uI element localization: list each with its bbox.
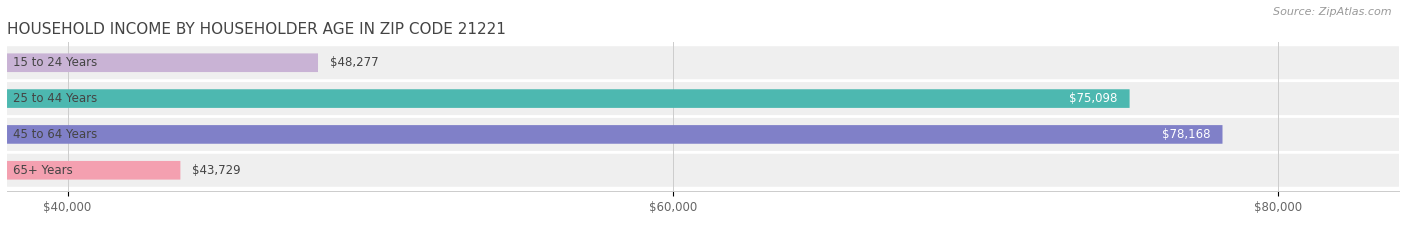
FancyBboxPatch shape <box>7 125 1222 144</box>
Text: $48,277: $48,277 <box>330 56 378 69</box>
Text: Source: ZipAtlas.com: Source: ZipAtlas.com <box>1274 7 1392 17</box>
Text: 65+ Years: 65+ Years <box>13 164 73 177</box>
FancyBboxPatch shape <box>7 53 318 72</box>
Text: $43,729: $43,729 <box>193 164 240 177</box>
FancyBboxPatch shape <box>7 118 1399 151</box>
FancyBboxPatch shape <box>7 161 180 180</box>
Text: 45 to 64 Years: 45 to 64 Years <box>13 128 97 141</box>
Text: 25 to 44 Years: 25 to 44 Years <box>13 92 97 105</box>
FancyBboxPatch shape <box>7 89 1129 108</box>
FancyBboxPatch shape <box>7 82 1399 115</box>
FancyBboxPatch shape <box>7 46 1399 79</box>
Text: HOUSEHOLD INCOME BY HOUSEHOLDER AGE IN ZIP CODE 21221: HOUSEHOLD INCOME BY HOUSEHOLDER AGE IN Z… <box>7 22 506 37</box>
Text: $75,098: $75,098 <box>1069 92 1118 105</box>
FancyBboxPatch shape <box>7 154 1399 187</box>
Text: $78,168: $78,168 <box>1161 128 1211 141</box>
Text: 15 to 24 Years: 15 to 24 Years <box>13 56 97 69</box>
